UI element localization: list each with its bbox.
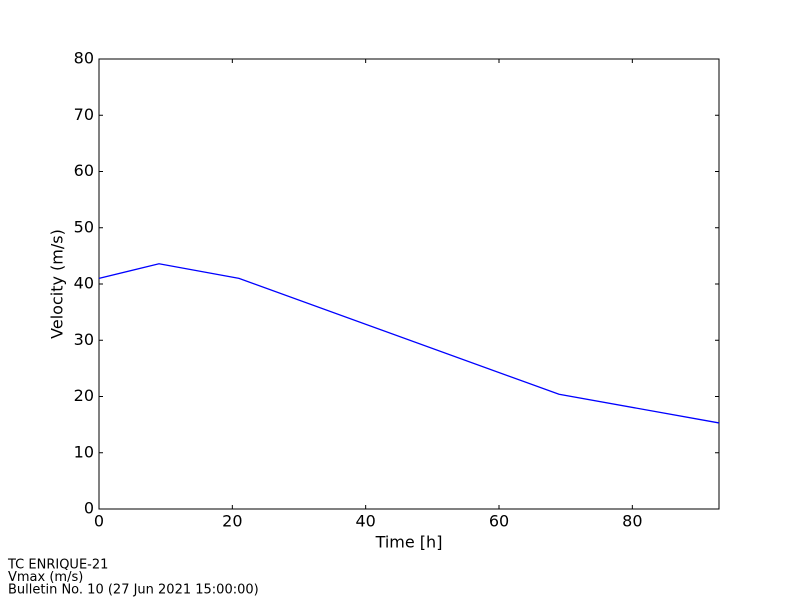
x-tick-label: 0 bbox=[94, 512, 104, 531]
y-tick-label: 70 bbox=[74, 105, 94, 124]
x-tick-label: 40 bbox=[355, 512, 375, 531]
footer-note: Bulletin No. 10 (27 Jun 2021 15:00:00) bbox=[8, 583, 259, 598]
footer-note: TC ENRIQUE-21 bbox=[7, 558, 108, 573]
x-tick-label: 20 bbox=[222, 512, 242, 531]
y-tick-label: 20 bbox=[74, 386, 94, 405]
y-tick-label: 40 bbox=[74, 274, 94, 293]
footer-note: Vmax (m/s) bbox=[8, 570, 83, 585]
x-axis-label: Time [h] bbox=[375, 533, 443, 552]
y-tick-label: 60 bbox=[74, 161, 94, 180]
y-tick-label: 50 bbox=[74, 217, 94, 236]
y-tick-label: 80 bbox=[74, 49, 94, 68]
x-tick-label: 80 bbox=[622, 512, 642, 531]
data-line bbox=[98, 263, 720, 424]
y-tick-label: 30 bbox=[74, 330, 94, 349]
y-axis-label: Velocity (m/s) bbox=[48, 229, 67, 339]
x-tick-label: 60 bbox=[489, 512, 509, 531]
plot-frame bbox=[98, 58, 720, 510]
y-tick-label: 0 bbox=[84, 499, 94, 518]
y-tick-label: 10 bbox=[74, 442, 94, 461]
